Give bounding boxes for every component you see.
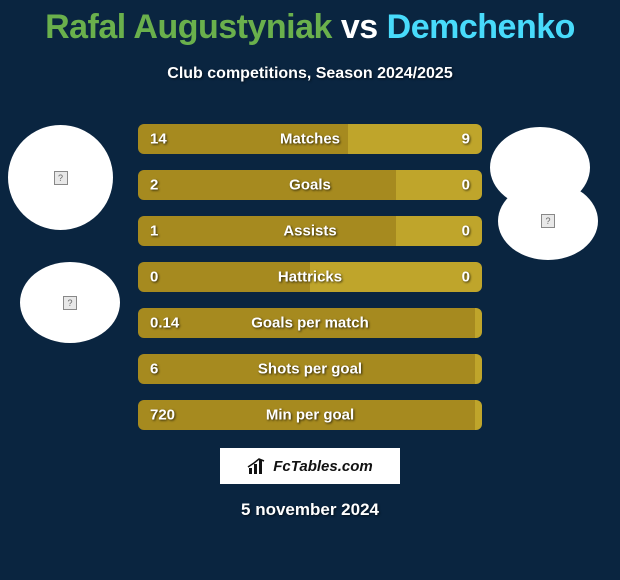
stat-value-left: 0.14 [150, 315, 179, 332]
stat-row: 6 Shots per goal [138, 354, 482, 384]
stat-label: Min per goal [266, 407, 354, 424]
stat-row: 1 0 Assists [138, 216, 482, 246]
stat-value-right: 0 [462, 223, 470, 240]
stat-label: Matches [280, 131, 340, 148]
stat-value-right: 0 [462, 269, 470, 286]
vs-text: vs [341, 8, 378, 46]
player2-name: Demchenko [387, 8, 575, 46]
stat-value-left: 1 [150, 223, 158, 240]
stat-bar-right [475, 308, 482, 338]
stat-value-left: 2 [150, 177, 158, 194]
player1-avatar-large: ? [8, 125, 113, 230]
stat-bar-right [475, 400, 482, 430]
stat-bar-left [138, 216, 396, 246]
date-label: 5 november 2024 [241, 500, 379, 520]
stat-row: 720 Min per goal [138, 400, 482, 430]
chart-icon [247, 458, 267, 474]
stat-value-left: 6 [150, 361, 158, 378]
brand-badge: FcTables.com [220, 448, 400, 484]
stat-label: Hattricks [278, 269, 342, 286]
stat-label: Assists [283, 223, 336, 240]
stat-label: Shots per goal [258, 361, 362, 378]
stat-row: 0 0 Hattricks [138, 262, 482, 292]
player1-name: Rafal Augustyniak [45, 8, 332, 46]
image-placeholder-icon: ? [63, 296, 77, 310]
subtitle: Club competitions, Season 2024/2025 [0, 65, 620, 83]
stat-row: 14 9 Matches [138, 124, 482, 154]
stat-value-right: 9 [462, 131, 470, 148]
stat-value-left: 0 [150, 269, 158, 286]
image-placeholder-icon: ? [54, 171, 68, 185]
stats-container: 14 9 Matches 2 0 Goals 1 0 Assists 0 0 Hattricks 0.1… [138, 124, 482, 446]
stat-label: Goals [289, 177, 331, 194]
player1-avatar-small: ? [20, 262, 120, 343]
stat-value-left: 14 [150, 131, 167, 148]
stat-row: 2 0 Goals [138, 170, 482, 200]
stat-bar-right [475, 354, 482, 384]
stat-row: 0.14 Goals per match [138, 308, 482, 338]
stat-label: Goals per match [251, 315, 369, 332]
player2-avatar-large: ? [498, 182, 598, 260]
brand-text: FcTables.com [273, 458, 372, 475]
image-placeholder-icon: ? [541, 214, 555, 228]
stat-bar-left [138, 170, 396, 200]
stat-value-left: 720 [150, 407, 175, 424]
comparison-title: Rafal Augustyniak vs Demchenko [0, 0, 620, 47]
stat-value-right: 0 [462, 177, 470, 194]
